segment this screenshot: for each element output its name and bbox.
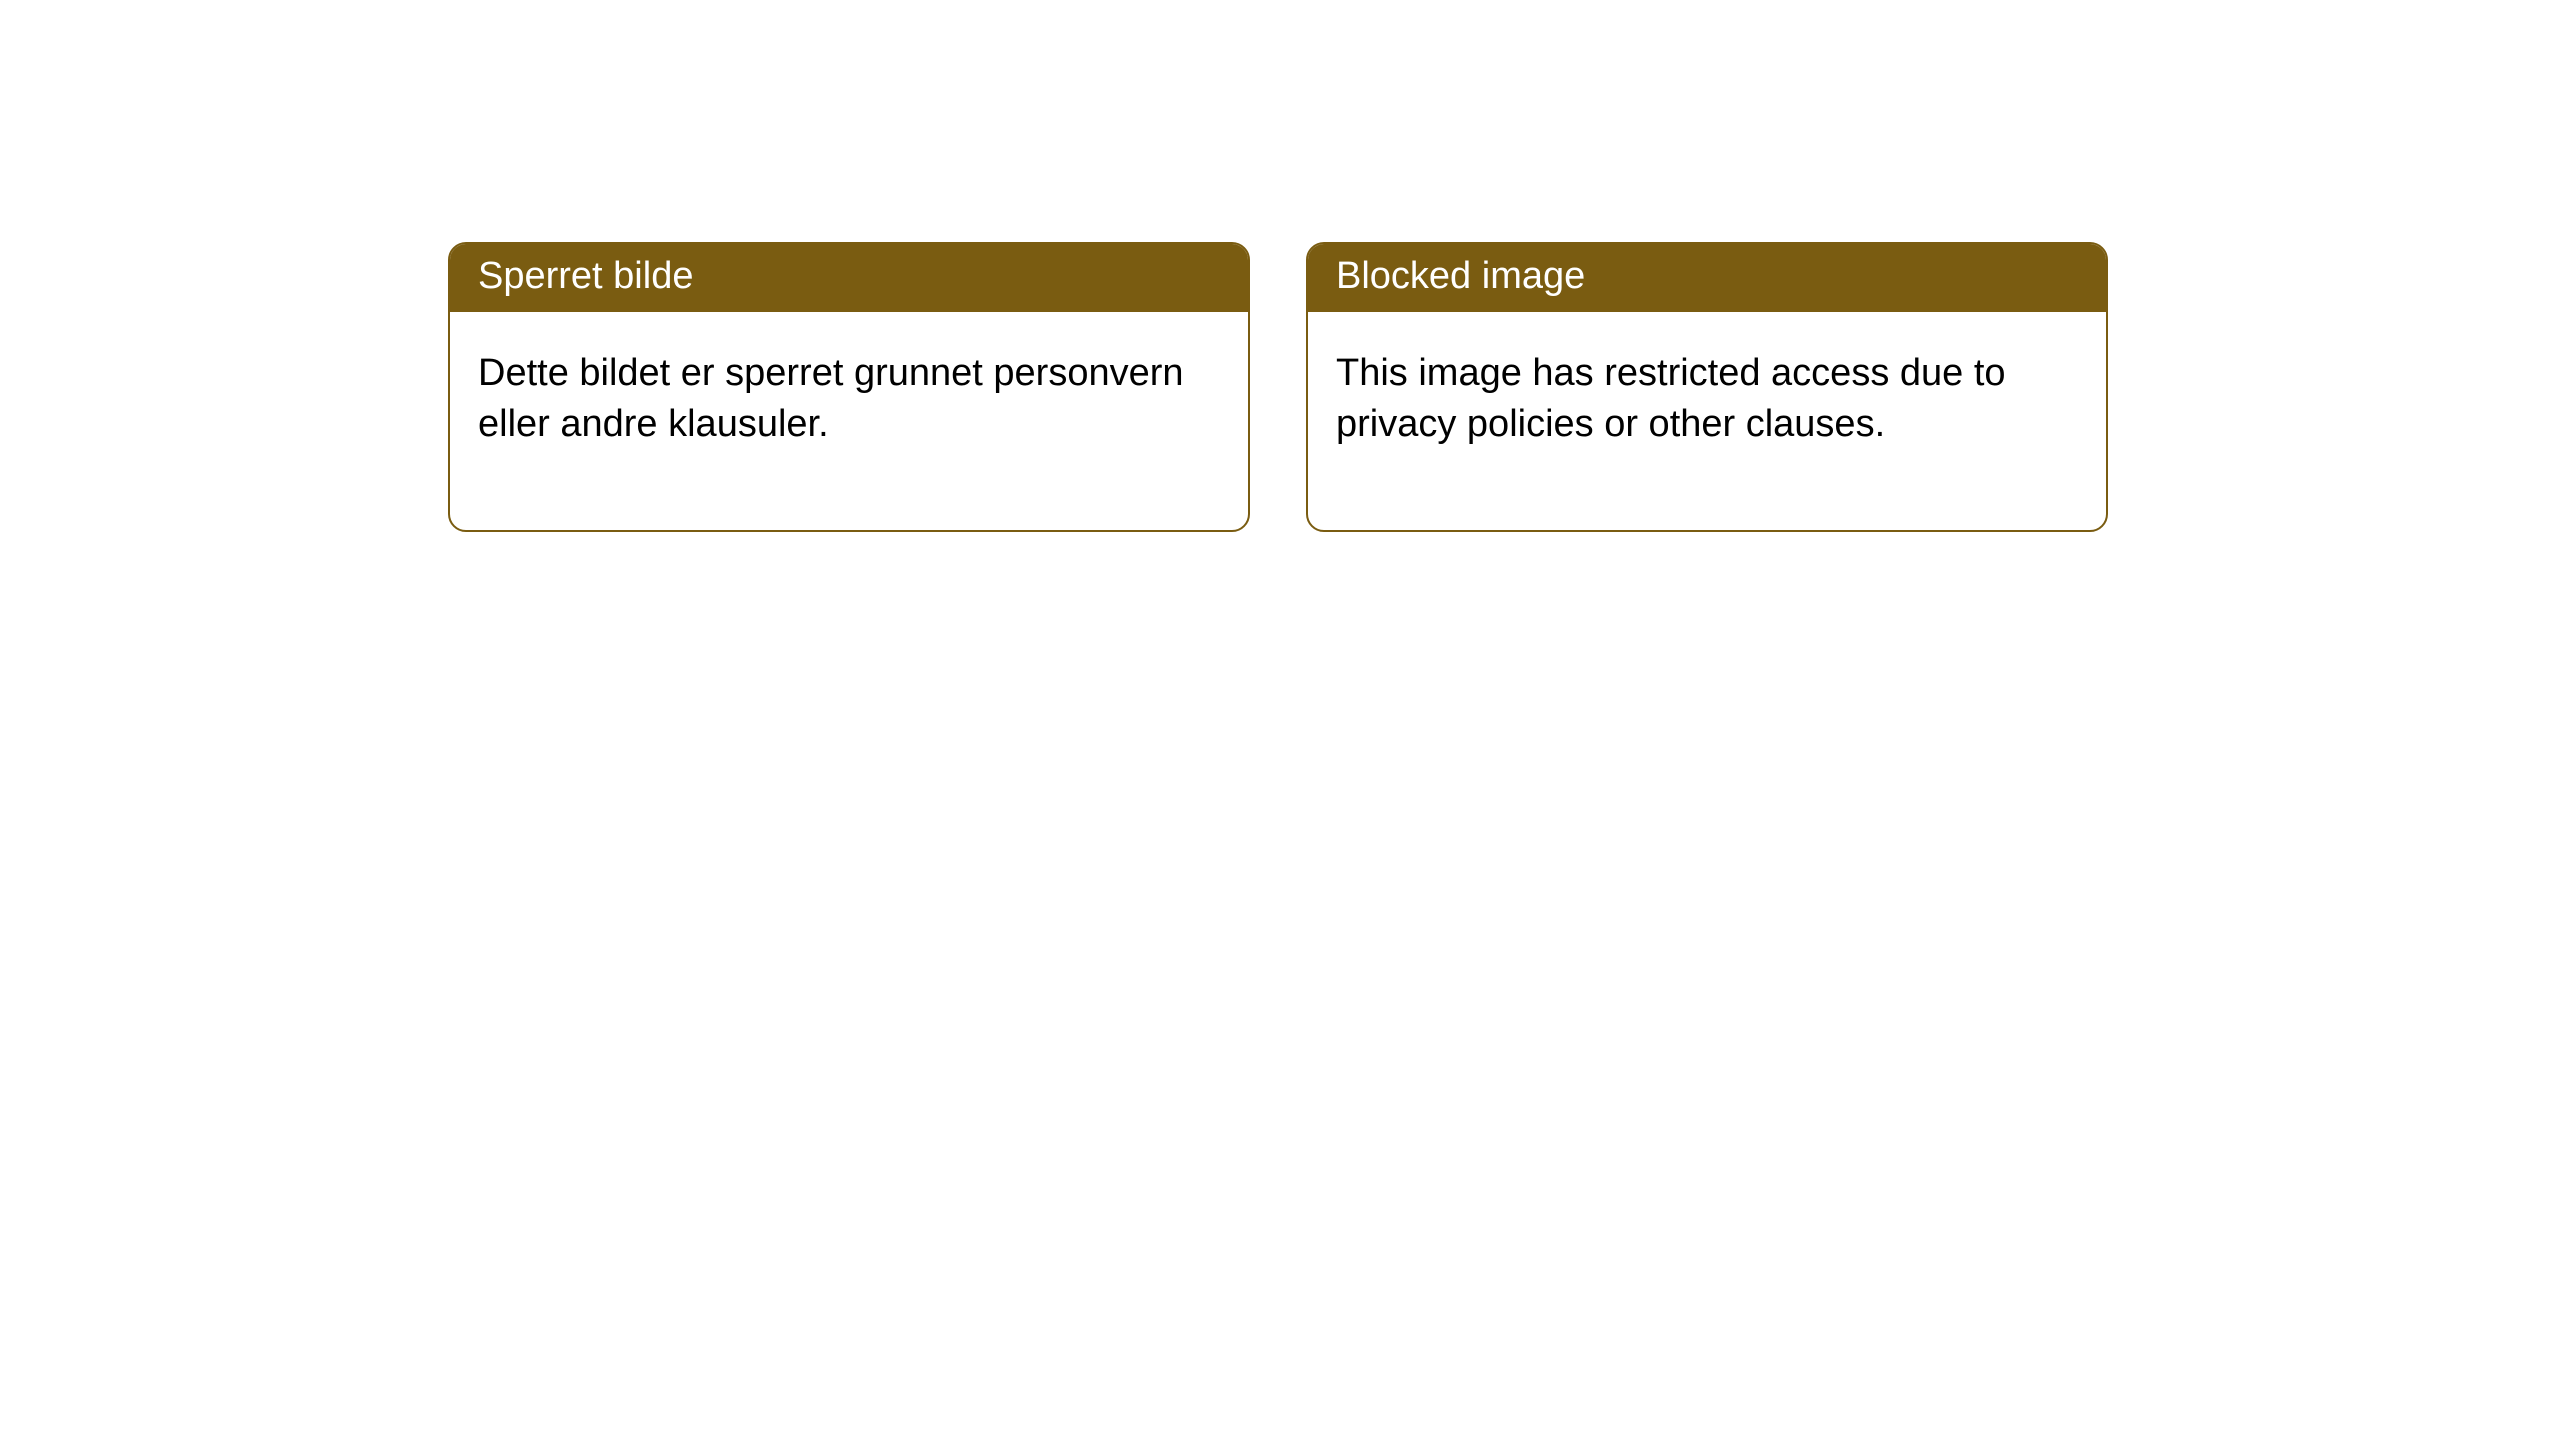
notice-card-norwegian: Sperret bilde Dette bildet er sperret gr… bbox=[448, 242, 1250, 532]
notice-body: This image has restricted access due to … bbox=[1308, 312, 2106, 531]
notice-header: Blocked image bbox=[1308, 244, 2106, 312]
notice-card-english: Blocked image This image has restricted … bbox=[1306, 242, 2108, 532]
notice-container: Sperret bilde Dette bildet er sperret gr… bbox=[0, 0, 2560, 532]
notice-header: Sperret bilde bbox=[450, 244, 1248, 312]
notice-body: Dette bildet er sperret grunnet personve… bbox=[450, 312, 1248, 531]
